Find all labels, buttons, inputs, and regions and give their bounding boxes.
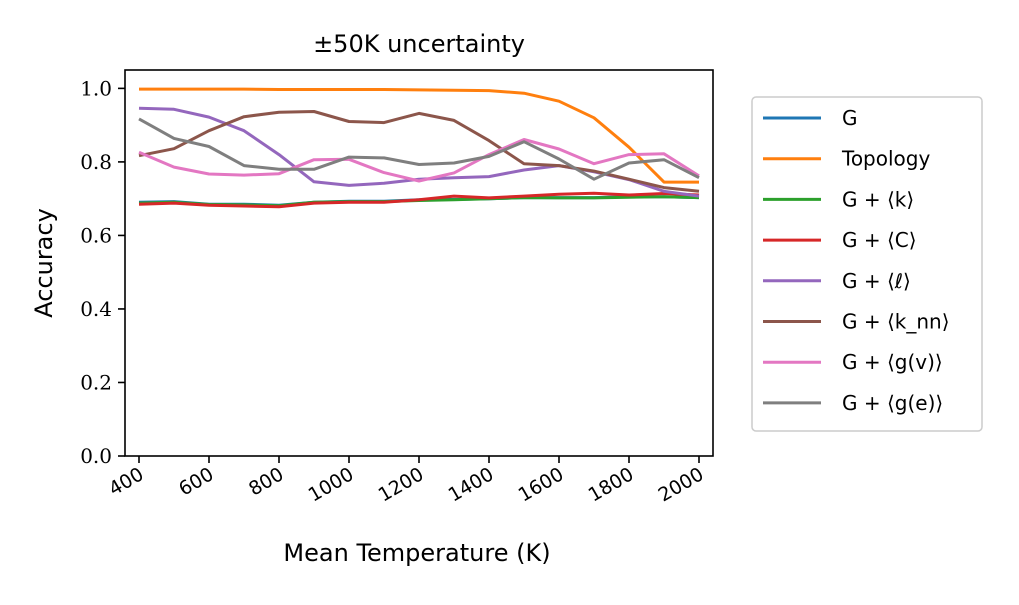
series-line-1 <box>139 87 699 184</box>
y-axis-ticks: 0.0 0.2 0.4 0.6 0.8 1.0 <box>80 76 125 468</box>
chart-title: ±50K uncertainty <box>313 30 525 58</box>
legend-label-7: G + ⟨g(e)⟩ <box>842 391 943 415</box>
legend-label-1: Topology <box>841 147 930 171</box>
series-line-3 <box>138 191 700 209</box>
legend-label-4: G + ⟨ℓ⟩ <box>842 269 911 293</box>
y-tick-label: 0.6 <box>80 223 112 247</box>
x-tick-label: 800 <box>245 463 287 500</box>
legend-box <box>751 96 983 432</box>
x-tick-label: 1200 <box>375 463 428 506</box>
x-tick-label: 600 <box>175 463 217 500</box>
series-group <box>138 87 700 209</box>
x-tick-label: 2000 <box>655 463 708 506</box>
legend-label-3: G + ⟨C⟩ <box>842 228 917 252</box>
legend: G Topology G + ⟨k⟩ G + ⟨C⟩ G + ⟨ℓ⟩ G + ⟨k_nn⟩… <box>751 96 983 432</box>
series-line-7 <box>138 117 700 181</box>
legend-label-6: G + ⟨g(v)⟩ <box>842 350 943 374</box>
y-tick-label: 0.2 <box>80 370 112 394</box>
x-axis-ticks: 400 600 800 1000 1200 1400 1600 1800 2000 <box>105 456 708 507</box>
series-line-6 <box>138 138 700 183</box>
x-tick-label: 1800 <box>585 463 638 506</box>
y-tick-label: 0.4 <box>80 297 112 321</box>
x-tick-label: 1400 <box>445 463 498 506</box>
legend-label-0: G <box>842 106 858 130</box>
x-tick-label: 1000 <box>305 463 358 506</box>
legend-label-2: G + ⟨k⟩ <box>842 187 914 211</box>
legend-label-5: G + ⟨k_nn⟩ <box>842 310 950 334</box>
x-tick-label: 1600 <box>515 463 568 506</box>
y-tick-label: 1.0 <box>80 76 112 100</box>
y-axis-label: Accuracy <box>30 208 58 318</box>
y-tick-label: 0.0 <box>80 444 112 468</box>
series-line-4 <box>138 106 700 198</box>
x-tick-label: 400 <box>105 463 147 500</box>
x-axis-label: Mean Temperature (K) <box>283 539 550 567</box>
y-tick-label: 0.8 <box>80 150 112 174</box>
